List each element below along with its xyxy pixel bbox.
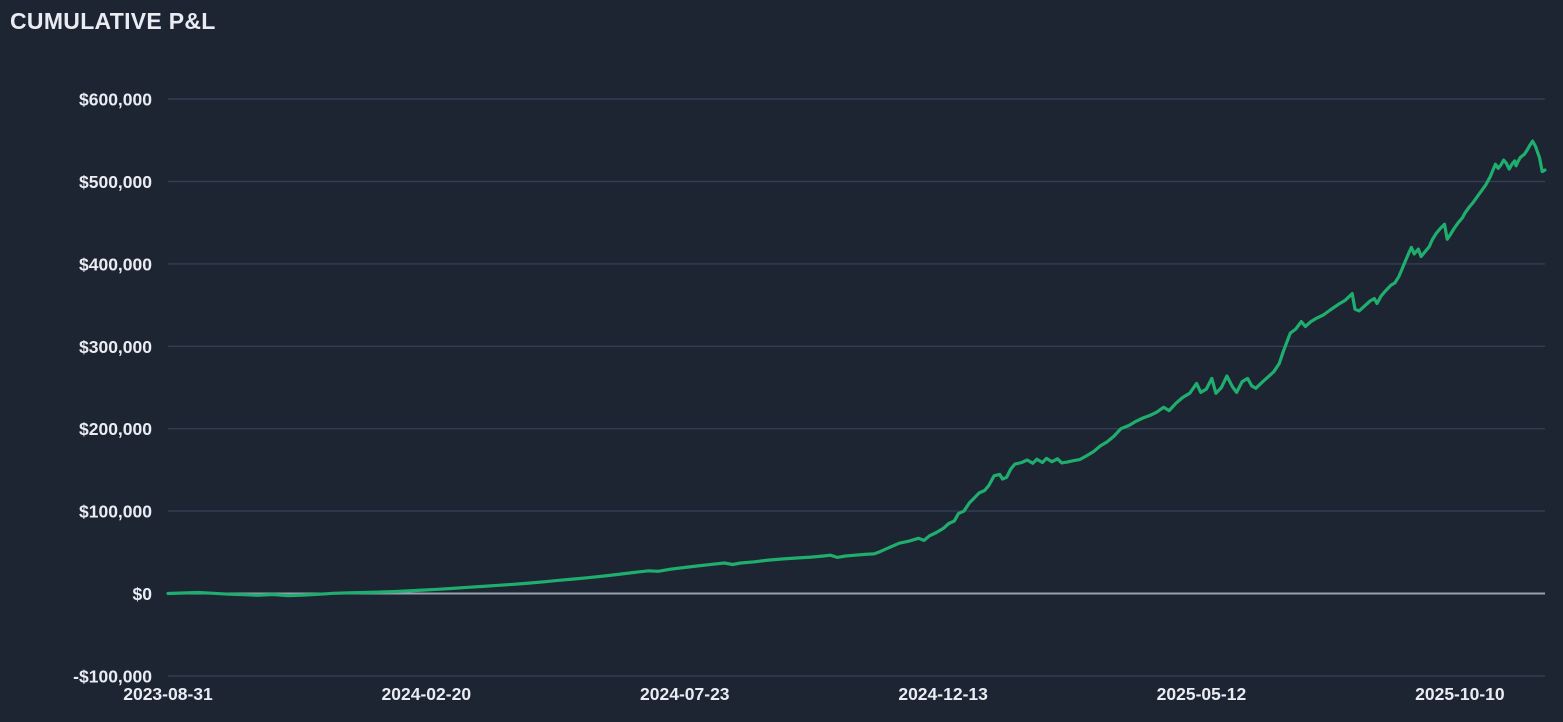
y-axis-tick-label: $400,000 [79, 254, 152, 274]
x-axis-tick-label: 2023-08-31 [123, 684, 213, 704]
x-axis-tick-label: 2025-10-10 [1415, 684, 1505, 704]
y-axis-tick-label: $0 [133, 584, 153, 604]
y-axis-tick-label: $600,000 [79, 90, 152, 110]
y-axis-tick-label: -$100,000 [73, 666, 152, 686]
cumulative-pnl-series-line [166, 139, 1547, 598]
x-axis-tick-label: 2025-05-12 [1157, 684, 1247, 704]
chart-title: CUMULATIVE P&L [10, 8, 216, 34]
y-axis-tick-label: $200,000 [79, 419, 152, 439]
x-axis-tick-label: 2024-07-23 [640, 684, 730, 704]
y-axis-tick-label: $500,000 [79, 172, 152, 192]
y-axis-tick-label: $300,000 [79, 337, 152, 357]
x-axis-tick-label: 2024-02-20 [382, 684, 472, 704]
x-axis-tick-label: 2024-12-13 [898, 684, 988, 704]
y-axis-tick-label: $100,000 [79, 502, 152, 522]
